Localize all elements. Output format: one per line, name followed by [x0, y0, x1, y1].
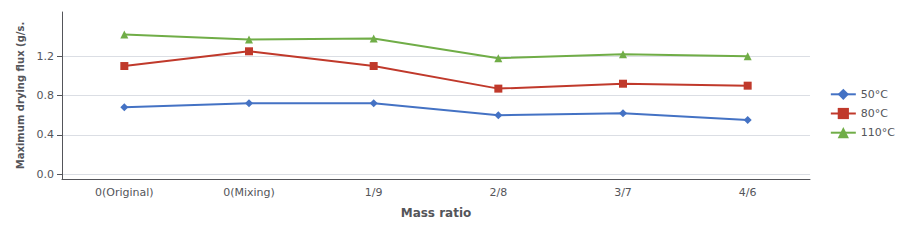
- svg-text:0.4: 0.4: [37, 128, 55, 141]
- svg-text:80°C: 80°C: [861, 107, 888, 120]
- svg-text:1.2: 1.2: [37, 50, 55, 63]
- svg-text:2/8: 2/8: [489, 186, 507, 199]
- svg-text:Maximum drying flux (g/s.: Maximum drying flux (g/s.: [15, 22, 26, 169]
- svg-text:50°C: 50°C: [861, 88, 888, 101]
- svg-text:1/9: 1/9: [365, 186, 383, 199]
- svg-text:0(Mixing): 0(Mixing): [223, 186, 275, 199]
- svg-text:4/6: 4/6: [739, 186, 757, 199]
- svg-text:3/7: 3/7: [614, 186, 632, 199]
- svg-text:Mass ratio: Mass ratio: [401, 206, 472, 220]
- svg-text:110°C: 110°C: [861, 126, 895, 139]
- svg-text:0.8: 0.8: [37, 89, 55, 102]
- svg-text:0.0: 0.0: [37, 168, 55, 181]
- svg-text:0(Original): 0(Original): [95, 186, 154, 199]
